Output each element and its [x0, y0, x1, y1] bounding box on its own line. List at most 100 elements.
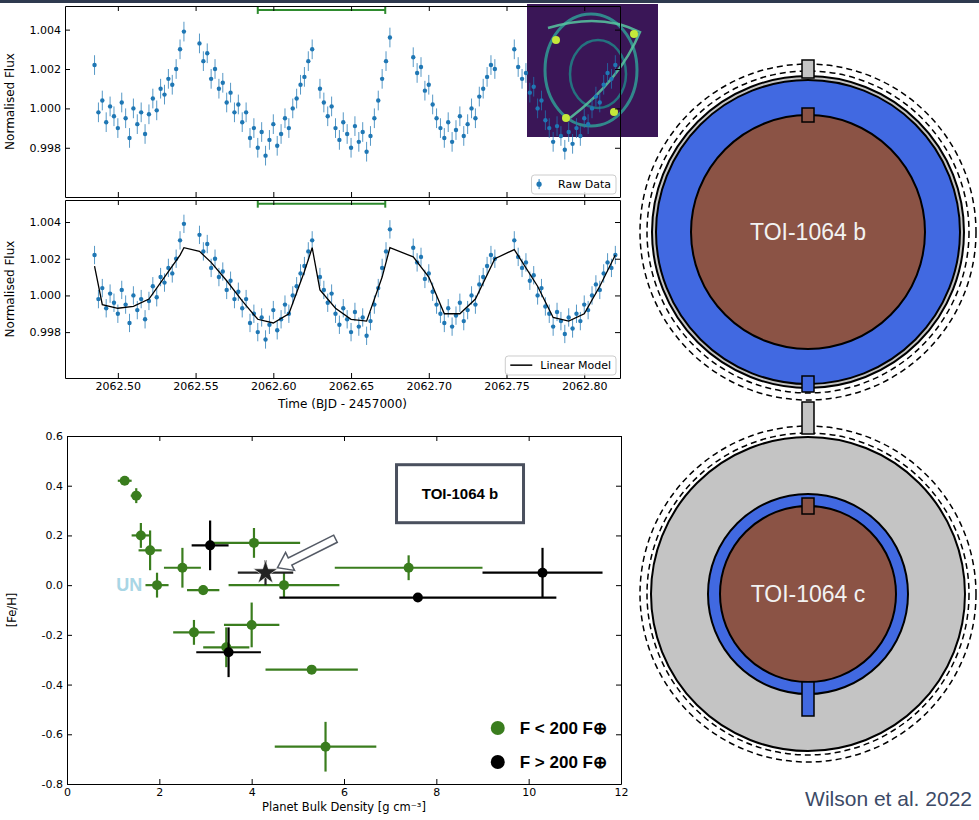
light-curve-panel: 2062.502062.552062.602062.652062.702062.… [3, 200, 621, 411]
data-point [104, 120, 108, 124]
tick-label: -0.4 [42, 679, 63, 692]
planet-diagrams: TOI-1064 b TOI-1064 c [640, 60, 976, 762]
data-point [116, 312, 120, 316]
planet-c: TOI-1064 c [640, 402, 976, 762]
tick-mark [584, 6, 585, 11]
x-axis-top [66, 6, 621, 11]
data-point [205, 51, 209, 55]
data-point [438, 126, 442, 130]
data-point [528, 90, 532, 94]
tick-label: 4 [249, 786, 256, 799]
tick-mark [616, 535, 621, 536]
data-point [271, 308, 275, 312]
planet-label: TOI-1064 b [750, 219, 866, 245]
data-point [217, 275, 221, 279]
legend-marker [536, 182, 541, 187]
data-point [135, 308, 139, 312]
data-point [170, 271, 174, 275]
data-point [337, 323, 341, 327]
tick [436, 436, 437, 441]
data-point [539, 98, 543, 102]
tick [616, 734, 621, 735]
data-point [213, 67, 217, 71]
data-point [605, 260, 609, 264]
data-point [357, 140, 361, 144]
data-point [100, 286, 104, 290]
tick: 1.004 [30, 216, 71, 229]
tick-mark [252, 436, 253, 441]
callout-box [397, 465, 524, 523]
data-point [361, 130, 365, 134]
tick-mark [616, 784, 621, 785]
tick-mark [67, 734, 72, 735]
tick: -0.6 [42, 728, 72, 741]
tick-label: 1.004 [30, 24, 62, 37]
data-point [512, 47, 516, 51]
tick-mark [436, 779, 437, 784]
data-point [92, 253, 96, 257]
tick: 2062.65 [329, 373, 375, 393]
data-point [357, 324, 361, 328]
tick [507, 6, 508, 11]
data-point [228, 279, 232, 283]
tick-mark [615, 222, 620, 223]
dashed-boundary [640, 64, 976, 400]
data-point [322, 100, 326, 104]
tick-label: 1.002 [30, 253, 62, 266]
data-point [341, 306, 345, 310]
inset-background [527, 4, 658, 137]
tick-mark [65, 108, 70, 109]
tick-label: 0.4 [46, 480, 64, 493]
data-point [287, 126, 291, 130]
legend-marker [491, 721, 505, 735]
data-point [333, 312, 337, 316]
y-axis: -0.8-0.6-0.4-0.20.00.20.40.6 [42, 430, 72, 791]
plot-area [92, 6, 617, 165]
tick: 0.6 [46, 430, 73, 443]
data-point [209, 266, 213, 270]
data-point [551, 140, 555, 144]
data-point [259, 315, 263, 319]
uncertainty-bar [802, 498, 814, 514]
data-point [613, 253, 617, 257]
data-point [306, 59, 310, 63]
tick-label: 0 [64, 786, 71, 799]
data-point [182, 222, 186, 226]
data-points [92, 22, 617, 166]
tick [196, 6, 197, 11]
data-point [349, 330, 353, 334]
data-point [221, 269, 225, 273]
tick-mark [615, 332, 620, 333]
data-point [224, 288, 228, 292]
tick [616, 635, 621, 636]
tick-mark [615, 259, 620, 260]
data-point [570, 142, 574, 146]
tick: 1.002 [30, 253, 71, 266]
data-point [147, 112, 151, 116]
data-point [555, 310, 559, 314]
tick: 2062.50 [96, 373, 142, 393]
tick [118, 6, 119, 11]
tick [616, 436, 621, 437]
bracket [258, 6, 385, 14]
inset-spot [562, 114, 570, 122]
data-point [198, 585, 208, 595]
tick-label: 2062.60 [251, 380, 297, 393]
planet-label: TOI-1064 c [751, 581, 866, 607]
data-point [221, 81, 225, 85]
tick [615, 69, 620, 70]
data-point [512, 238, 516, 242]
data-point [582, 302, 586, 306]
data-point [563, 332, 567, 336]
tick-label: 0.998 [30, 142, 62, 155]
data-point [197, 233, 201, 237]
tick-mark [65, 69, 70, 70]
tick [507, 200, 508, 205]
tick-mark [118, 192, 119, 197]
tick: -0.4 [42, 679, 72, 692]
tick [252, 436, 253, 441]
tick [351, 200, 352, 205]
tick-label: 2062.55 [173, 380, 219, 393]
callout-arrow [278, 535, 338, 570]
data-point [574, 126, 578, 130]
